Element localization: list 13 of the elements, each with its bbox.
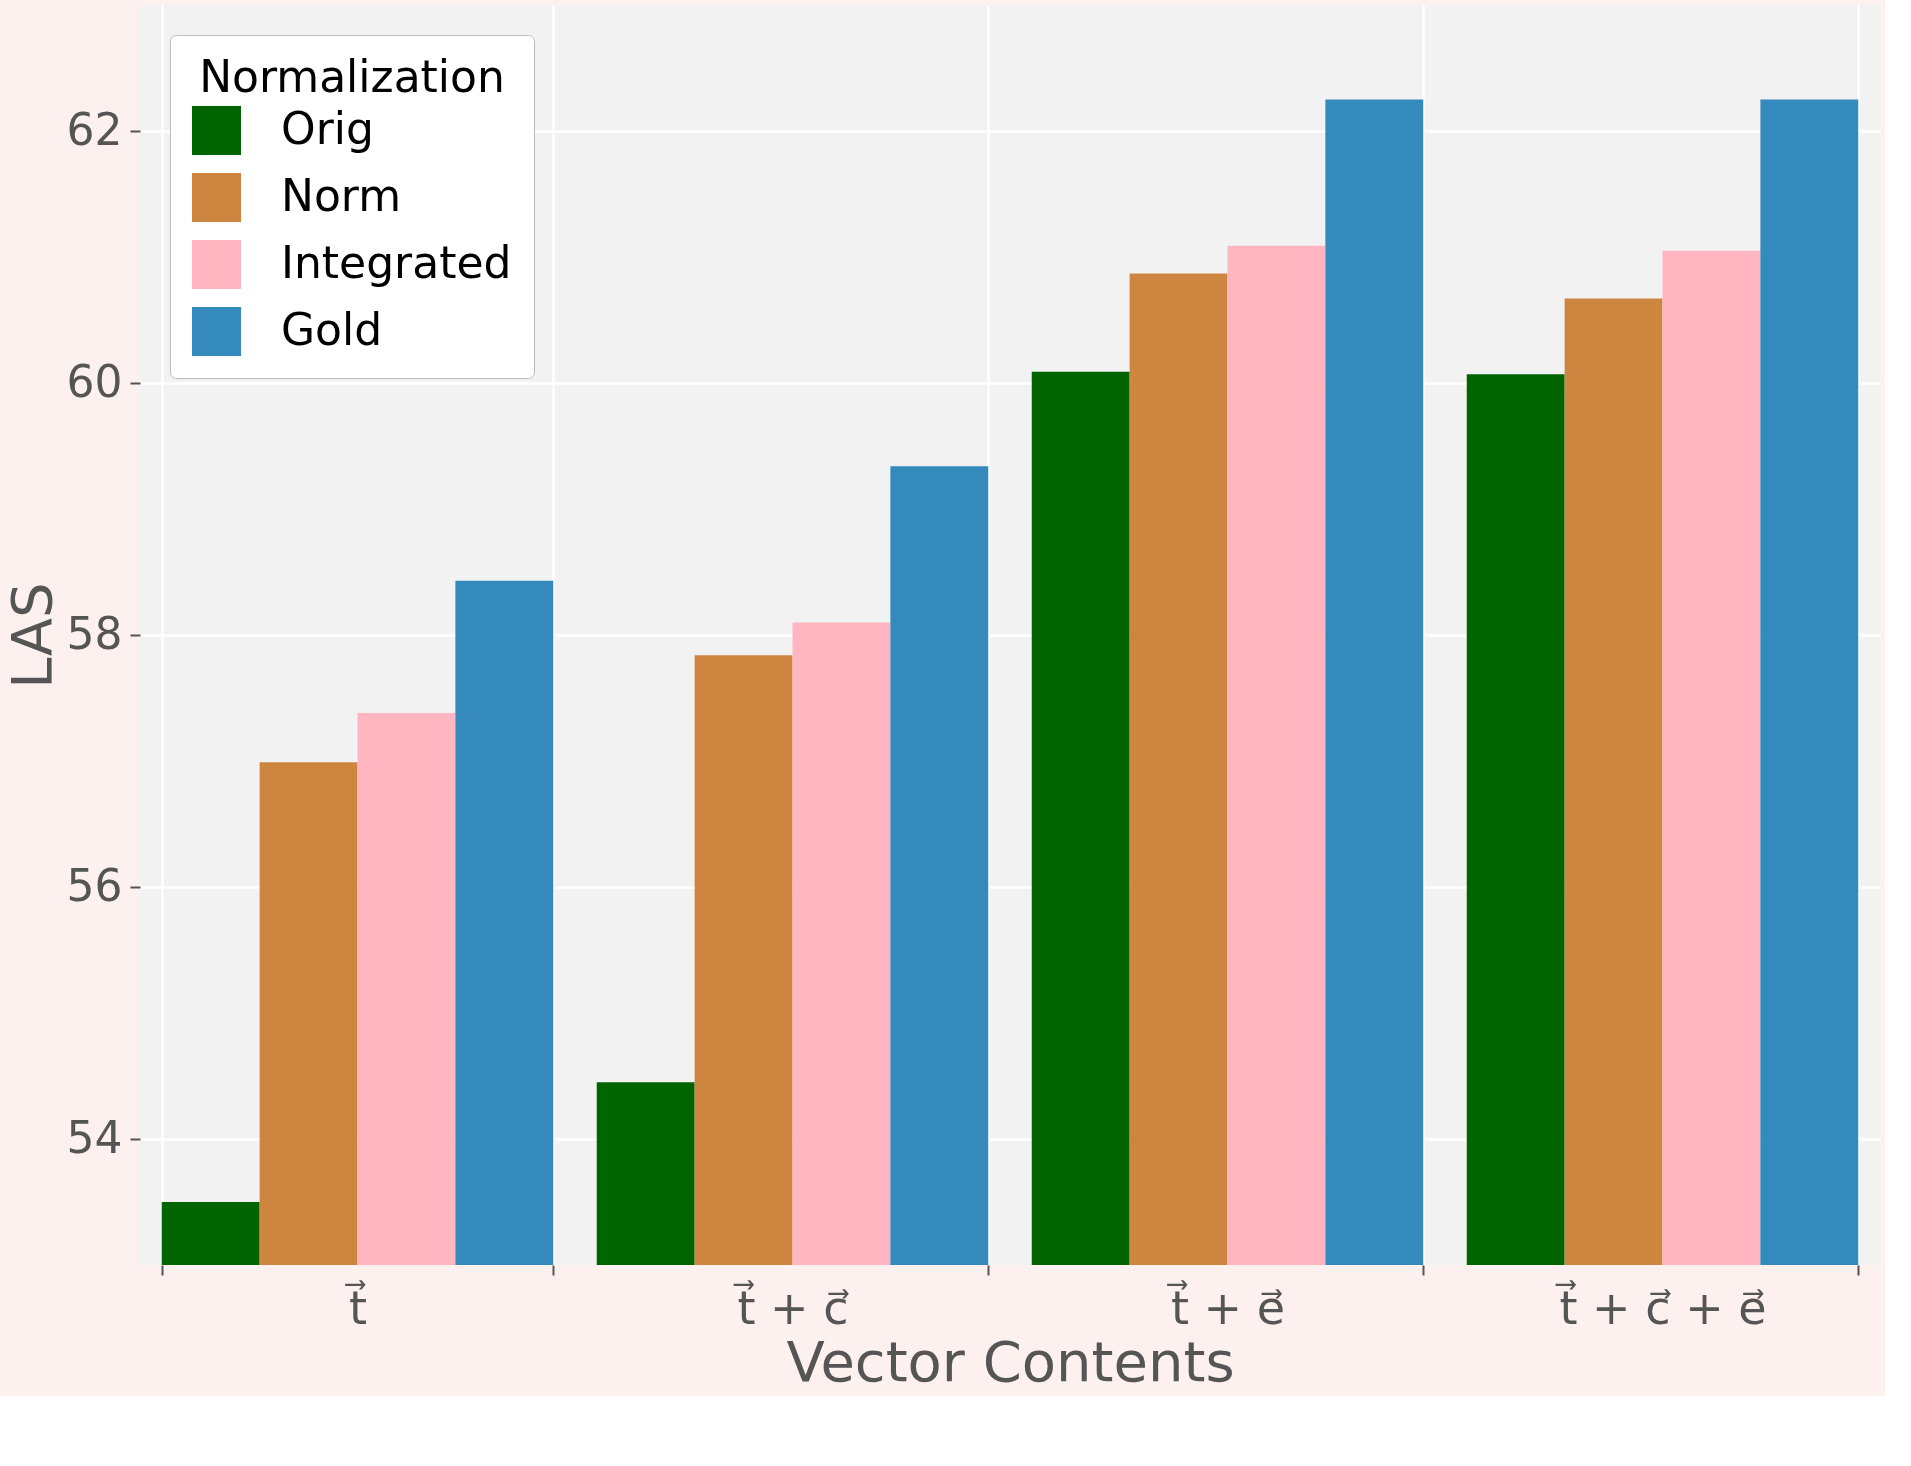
y-tick-label: 60 [66, 355, 123, 407]
y-tick-label: 58 [66, 607, 123, 659]
legend-label: Integrated [281, 236, 512, 288]
legend-label: Norm [281, 169, 402, 221]
x-tick-label: t⃗ [344, 1280, 368, 1335]
legend-label: Gold [281, 303, 383, 355]
y-axis-title: LAS [0, 582, 64, 689]
legend-title: Normalization [199, 51, 505, 102]
y-tick-label: 56 [66, 859, 123, 911]
x-tick-label: t⃗ + c⃗ + e⃗ [1555, 1280, 1767, 1335]
y-tick-label: 54 [66, 1111, 123, 1163]
legend-label: Orig [281, 102, 374, 154]
y-tick-label: 62 [66, 103, 123, 155]
